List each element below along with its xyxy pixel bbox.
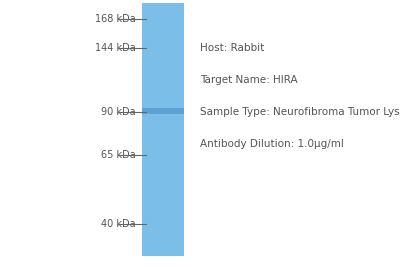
Text: Host: Rabbit: Host: Rabbit: [200, 43, 264, 53]
Text: 90 kDa: 90 kDa: [101, 107, 136, 117]
Text: 168 kDa: 168 kDa: [95, 14, 136, 24]
Bar: [142, 108, 184, 114]
Text: Target Name: HIRA: Target Name: HIRA: [200, 75, 298, 85]
Text: Sample Type: Neurofibroma Tumor Lysate: Sample Type: Neurofibroma Tumor Lysate: [200, 107, 400, 117]
Text: 65 kDa: 65 kDa: [101, 150, 136, 160]
Text: 144 kDa: 144 kDa: [95, 43, 136, 53]
Text: 40 kDa: 40 kDa: [101, 219, 136, 229]
Bar: [142, 3, 184, 256]
Text: Antibody Dilution: 1.0µg/ml: Antibody Dilution: 1.0µg/ml: [200, 139, 344, 149]
